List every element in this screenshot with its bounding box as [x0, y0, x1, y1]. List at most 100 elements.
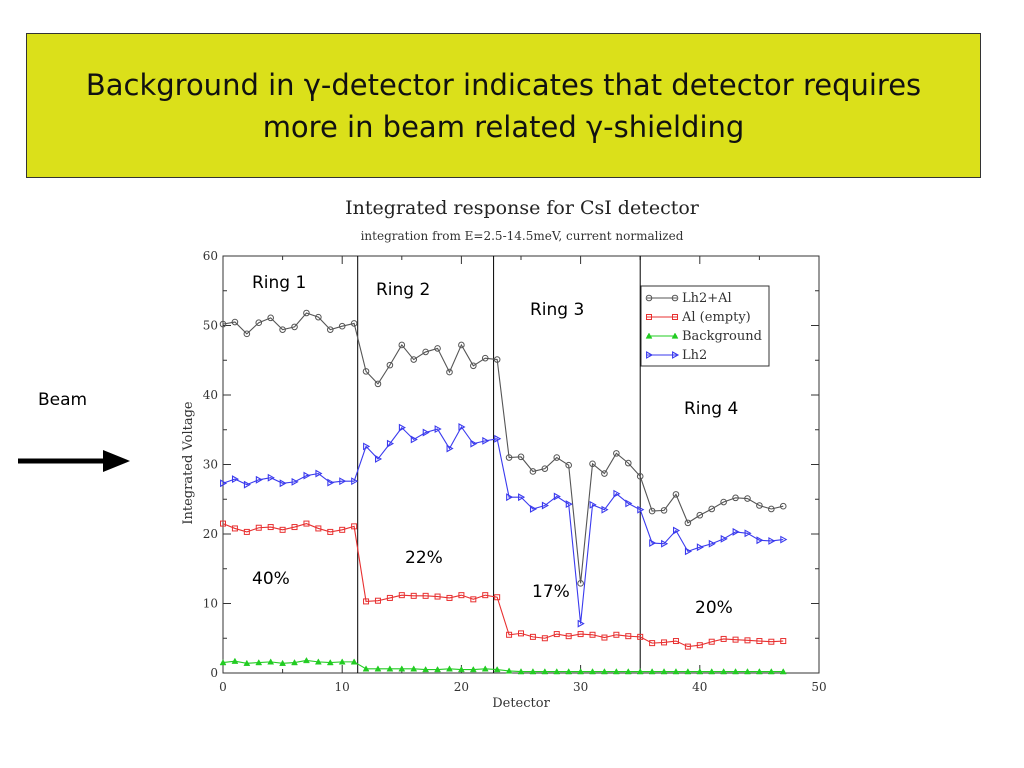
data-point: [553, 492, 561, 501]
data-point: [481, 354, 489, 362]
chart-subtitle: integration from E=2.5-14.5meV, current …: [361, 229, 684, 243]
data-point: [768, 537, 776, 545]
series-3: [220, 423, 788, 628]
data-point: [470, 362, 477, 370]
data-point: [422, 428, 430, 437]
data-point: [231, 475, 240, 484]
data-point: [434, 425, 442, 433]
data-point: [267, 473, 275, 482]
ring3-percent: 17%: [532, 582, 570, 602]
data-point: [481, 665, 489, 672]
data-point: [493, 356, 501, 363]
data-point: [779, 668, 787, 675]
data-point: [648, 668, 656, 675]
data-point: [684, 643, 691, 650]
x-tick-label: 40: [692, 680, 707, 694]
series-1: [220, 520, 787, 650]
legend-marker: [645, 332, 653, 339]
data-point: [458, 592, 465, 599]
data-point: [518, 493, 526, 502]
data-point: [517, 668, 525, 675]
data-point: [255, 524, 262, 531]
data-point: [267, 658, 275, 665]
data-point: [315, 469, 323, 478]
data-point: [601, 505, 609, 514]
data-point: [684, 547, 693, 556]
data-point: [386, 439, 395, 448]
data-point: [577, 580, 584, 587]
slide-title-box: Background in γ-detector indicates that …: [26, 33, 981, 178]
data-point: [422, 666, 430, 673]
data-point: [303, 520, 310, 527]
data-point: [446, 594, 453, 601]
data-point: [553, 454, 561, 461]
data-point: [601, 634, 608, 641]
data-point: [577, 619, 585, 628]
data-point: [493, 666, 501, 673]
data-point: [648, 507, 656, 515]
legend-label: Lh2+Al: [682, 291, 732, 306]
data-point: [363, 598, 370, 605]
data-point: [279, 526, 286, 533]
data-point: [243, 330, 251, 338]
data-point: [696, 511, 704, 519]
ring2-label: Ring 2: [376, 280, 431, 300]
beam-arrow-icon: [18, 450, 130, 472]
data-point: [744, 529, 752, 538]
data-point: [255, 659, 263, 666]
y-tick-label: 20: [203, 527, 218, 541]
series-line: [222, 659, 784, 673]
data-point: [672, 638, 679, 645]
data-point: [434, 593, 441, 600]
y-tick-label: 40: [203, 388, 218, 402]
data-point: [327, 528, 334, 535]
data-point: [327, 478, 335, 487]
x-axis-label: Detector: [492, 696, 550, 711]
data-point: [660, 507, 668, 514]
data-point: [780, 535, 788, 544]
data-point: [720, 498, 727, 506]
data-point: [756, 502, 763, 509]
data-point: [398, 592, 405, 599]
y-tick-label: 0: [210, 666, 218, 680]
data-point: [577, 631, 584, 638]
data-point: [708, 638, 715, 645]
legend-label: Background: [682, 329, 762, 344]
beam-label: Beam: [38, 390, 88, 410]
data-point: [506, 493, 514, 502]
data-point: [326, 659, 334, 666]
data-point: [541, 635, 548, 642]
data-point: [422, 592, 429, 599]
data-point: [696, 642, 703, 649]
data-point: [684, 519, 692, 527]
data-point: [779, 502, 787, 510]
data-point: [339, 477, 347, 486]
data-point: [291, 323, 298, 331]
data-point: [362, 368, 370, 375]
legend-marker: [672, 351, 680, 359]
data-point: [768, 505, 775, 513]
data-point: [613, 489, 621, 498]
data-point: [303, 656, 310, 664]
y-axis-label: Integrated Voltage: [181, 401, 196, 525]
series-line: [222, 425, 784, 624]
data-point: [529, 633, 536, 640]
ring3-label: Ring 3: [530, 300, 585, 320]
ring1-label: Ring 1: [252, 273, 307, 293]
data-point: [613, 631, 620, 638]
data-point: [434, 345, 441, 352]
data-point: [279, 326, 286, 333]
data-point: [243, 528, 250, 535]
data-point: [565, 461, 572, 469]
data-point: [386, 594, 393, 601]
data-point: [529, 505, 538, 513]
data-point: [398, 665, 406, 672]
y-tick-label: 60: [203, 249, 218, 263]
data-point: [541, 501, 549, 510]
data-point: [732, 636, 739, 643]
data-point: [589, 668, 596, 675]
data-point: [410, 356, 418, 363]
data-point: [339, 526, 346, 533]
data-point: [470, 596, 477, 603]
data-point: [231, 657, 239, 664]
